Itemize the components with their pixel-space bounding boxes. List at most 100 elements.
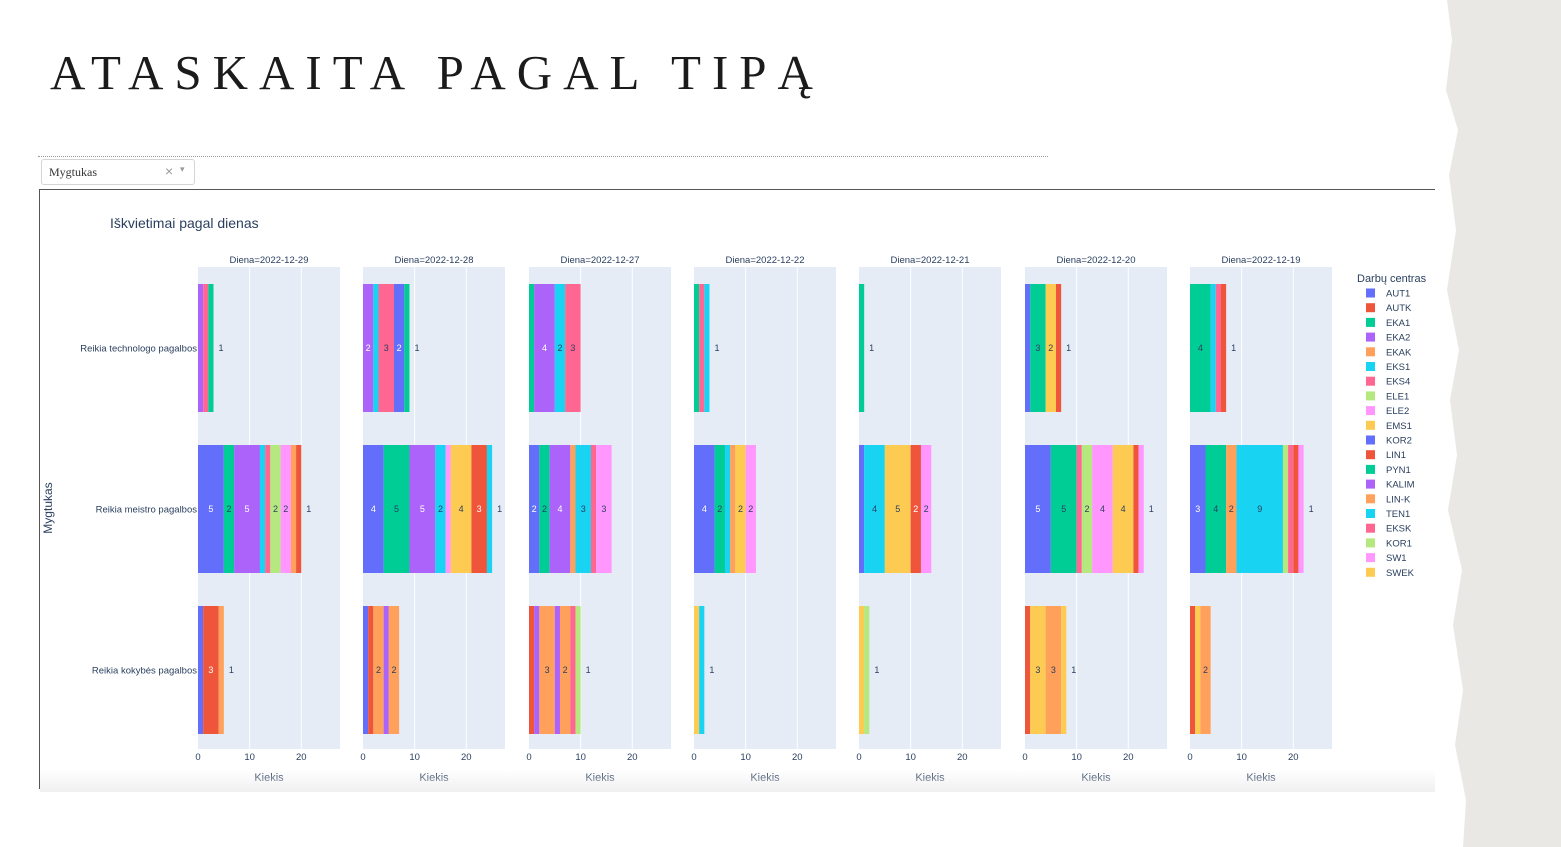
bar-segment xyxy=(1076,445,1082,573)
x-tick-label: 0 xyxy=(526,752,531,763)
legend-swatch xyxy=(1366,435,1375,445)
bar-segment xyxy=(1050,445,1077,573)
bar-segment xyxy=(445,445,451,573)
legend-title: Darbų centras xyxy=(1357,273,1427,285)
data-label: 2 xyxy=(366,343,371,353)
data-label: 5 xyxy=(895,504,900,514)
data-label: 2 xyxy=(563,665,568,675)
data-label: 2 xyxy=(738,504,743,514)
data-label: 4 xyxy=(1100,504,1105,514)
data-label: 1 xyxy=(709,665,714,675)
data-label: 2 xyxy=(283,504,288,514)
legend-swatch xyxy=(1366,347,1375,357)
bar-segment xyxy=(373,284,379,412)
facet-title: Diena=2022-12-19 xyxy=(1222,255,1301,266)
data-label: 4 xyxy=(872,504,877,514)
legend-swatch xyxy=(1366,538,1375,548)
legend-item: KALIM xyxy=(1386,480,1415,491)
legend-swatch xyxy=(1366,450,1375,460)
bar-segment xyxy=(699,606,705,734)
x-tick-label: 10 xyxy=(1071,752,1082,763)
bar-segment xyxy=(859,445,865,573)
bar-segment xyxy=(393,284,405,412)
data-label: 1 xyxy=(497,504,502,514)
legend-swatch xyxy=(1366,523,1375,533)
legend-swatch xyxy=(1366,288,1375,298)
chart-title: Iškvietimai pagal dienas xyxy=(110,215,259,231)
x-axis-title: Kiekis xyxy=(419,772,449,784)
x-tick-label: 10 xyxy=(905,752,916,763)
bar-segment xyxy=(383,445,410,573)
data-label: 5 xyxy=(1061,504,1066,514)
legend-item: TEN1 xyxy=(1386,509,1410,520)
bar-segment xyxy=(290,445,297,573)
data-label: 2 xyxy=(391,665,396,675)
y-tick-label: Reikia technologo pagalbos xyxy=(80,344,197,355)
x-axis-title: Kiekis xyxy=(585,772,615,784)
bar-segment xyxy=(575,445,591,573)
bar-segment xyxy=(1190,445,1206,573)
data-label: 3 xyxy=(384,343,389,353)
data-label: 2 xyxy=(1203,665,1208,675)
legend-item: AUTK xyxy=(1386,303,1412,314)
bar-segment xyxy=(1030,606,1046,734)
data-label: 4 xyxy=(1213,504,1218,514)
legend-swatch xyxy=(1366,303,1375,313)
bar-segment xyxy=(1138,445,1144,573)
data-label: 4 xyxy=(1198,343,1203,353)
y-tick-label: Reikia kokybės pagalbos xyxy=(92,666,197,677)
bar-segment xyxy=(409,445,436,573)
x-tick-label: 10 xyxy=(244,752,255,763)
data-label: 2 xyxy=(1084,504,1089,514)
legend-item: EKA2 xyxy=(1386,333,1410,344)
data-label: 3 xyxy=(1195,504,1200,514)
bar-segment xyxy=(218,606,224,734)
legend-item: LIN-K xyxy=(1386,494,1411,505)
bar-segment xyxy=(864,606,870,734)
legend-item: PYN1 xyxy=(1386,465,1411,476)
bar-segment xyxy=(259,445,266,573)
data-label: 3 xyxy=(601,504,606,514)
legend-item: EKA1 xyxy=(1386,318,1410,329)
x-tick-label: 20 xyxy=(957,752,968,763)
x-tick-label: 0 xyxy=(195,752,200,763)
bar-segment xyxy=(1298,445,1304,573)
bar-segment xyxy=(1030,284,1046,412)
bar-segment xyxy=(745,445,756,573)
data-label: 3 xyxy=(477,504,482,514)
bar-segment xyxy=(529,284,535,412)
bar-segment xyxy=(1236,445,1283,573)
bar-segment xyxy=(910,445,921,573)
data-label: 1 xyxy=(869,343,874,353)
bar-segment xyxy=(554,284,566,412)
legend-item: EMS1 xyxy=(1386,421,1412,432)
bar-segment xyxy=(1092,445,1113,573)
chevron-down-icon[interactable]: ▾ xyxy=(180,164,185,174)
y-axis-title: Mygtukas xyxy=(41,482,55,533)
data-label: 1 xyxy=(306,504,311,514)
facet-title: Diena=2022-12-27 xyxy=(561,255,640,266)
data-label: 3 xyxy=(1035,343,1040,353)
bar-segment xyxy=(694,445,715,573)
bar-segment xyxy=(363,284,374,412)
category-dropdown[interactable]: Mygtukas × ▾ xyxy=(41,159,195,185)
bar-segment xyxy=(208,284,214,412)
data-label: 1 xyxy=(586,665,591,675)
x-tick-label: 10 xyxy=(740,752,751,763)
x-axis-title: Kiekis xyxy=(1081,772,1111,784)
legend-item: AUT1 xyxy=(1386,289,1410,300)
bar-segment xyxy=(368,606,374,734)
x-tick-label: 10 xyxy=(575,752,586,763)
bar-segment xyxy=(1220,284,1227,412)
x-axis-title: Kiekis xyxy=(254,772,284,784)
bar-segment xyxy=(296,445,302,573)
bar-segment xyxy=(1112,445,1134,573)
clear-icon[interactable]: × xyxy=(165,163,174,179)
bar-segment xyxy=(714,445,725,573)
legend-item: EKSK xyxy=(1386,524,1412,535)
bar-segment xyxy=(724,445,731,573)
bar-segment xyxy=(1288,445,1294,573)
bar-segment xyxy=(388,606,400,734)
data-label: 4 xyxy=(371,504,376,514)
bar-segment xyxy=(704,284,710,412)
